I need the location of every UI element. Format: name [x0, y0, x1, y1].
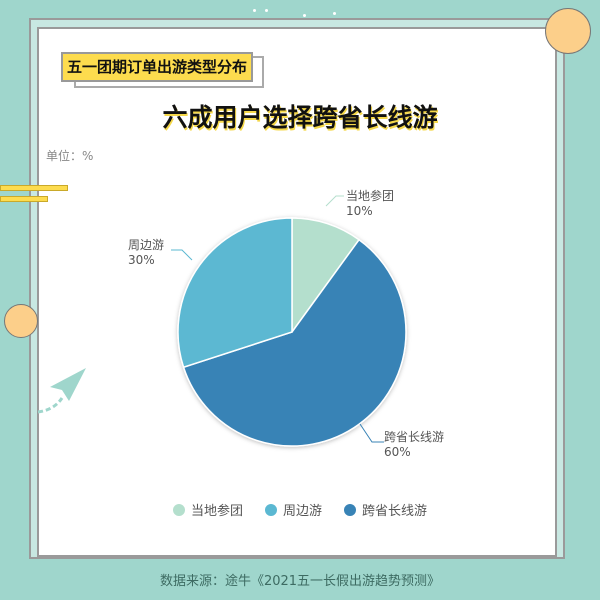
- slice-label-longhaul: 跨省长线游 60%: [384, 430, 445, 459]
- data-source: 数据来源：途牛《2021五一长假出游趋势预测》: [159, 574, 441, 589]
- decor-dot: [303, 14, 306, 17]
- legend-item-longhaul[interactable]: 跨省长线游: [344, 500, 427, 519]
- legend-dot: [344, 504, 356, 516]
- unit-label: 单位：%: [46, 149, 94, 163]
- decor-circle: [545, 8, 591, 54]
- decor-dot: [253, 9, 256, 12]
- decor-dot: [265, 9, 268, 12]
- paper-plane-icon: [37, 368, 86, 414]
- chart-title: 六成用户选择跨省长线游: [162, 103, 438, 132]
- pie-slice-跨省长线游[interactable]: [182, 238, 407, 447]
- legend-dot: [172, 504, 185, 516]
- decor-circle: [4, 304, 38, 338]
- legend-item-local[interactable]: 当地参团: [172, 500, 243, 519]
- leader-line-longhaul: [359, 423, 384, 443]
- legend: 当地参团 周边游 跨省长线游: [0, 500, 600, 519]
- legend-label: 跨省长线游: [362, 504, 428, 519]
- header-tag: 五一团期订单出游类型分布: [61, 52, 253, 82]
- leader-line-nearby: [171, 249, 193, 261]
- pie-slice-当地参团[interactable]: [291, 217, 361, 335]
- slice-label-local: 当地参团 10%: [346, 189, 395, 218]
- slice-label-nearby: 周边游 30%: [128, 238, 165, 267]
- leader-line-local: [325, 195, 344, 207]
- legend-label: 当地参团: [190, 504, 243, 519]
- decor-bar: [0, 185, 68, 191]
- legend-item-nearby[interactable]: 周边游: [264, 500, 322, 519]
- decor-bar: [0, 196, 48, 202]
- decor-dot: [333, 12, 336, 15]
- chart-card: [37, 27, 557, 557]
- legend-label: 周边游: [282, 504, 322, 519]
- legend-dot: [264, 504, 277, 516]
- pie-slice-周边游[interactable]: [177, 217, 293, 369]
